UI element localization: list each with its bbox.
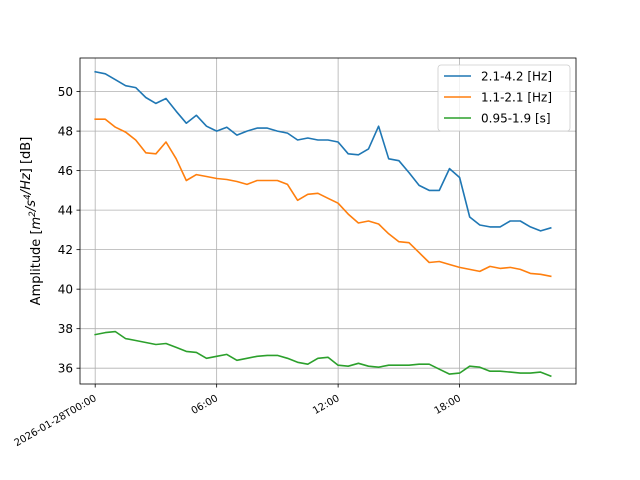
y-tick-label: 44 [58, 204, 73, 218]
plot-frame [79, 57, 577, 385]
legend: 2.1-4.2 [Hz] 1.1-2.1 [Hz] 0.95-1.9 [s] [437, 64, 571, 132]
legend-label: 2.1-4.2 [Hz] [481, 70, 552, 84]
y-tick-label: 42 [58, 243, 73, 257]
legend-label: 1.1-2.1 [Hz] [481, 91, 552, 105]
y-tick-label: 38 [58, 322, 73, 336]
legend-box [437, 64, 571, 132]
grid-lines [80, 58, 576, 384]
y-tick-label: 36 [58, 362, 73, 376]
legend-label: 0.95-1.9 [s] [481, 112, 551, 126]
series-lines [94, 70, 552, 378]
y-tick-label: 40 [58, 283, 73, 297]
series-line-2 [94, 118, 552, 278]
y-tick-label: 46 [58, 164, 73, 178]
y-tick-label: 50 [58, 85, 73, 99]
y-tick-label: 48 [58, 125, 73, 139]
y-axis-label: Amplitude [m2/s4/Hz] [dB] [19, 137, 44, 306]
series-line-3 [94, 330, 552, 378]
y-axis: 36 38 40 42 44 46 48 50 [58, 85, 80, 376]
series-line-1 [94, 70, 552, 232]
